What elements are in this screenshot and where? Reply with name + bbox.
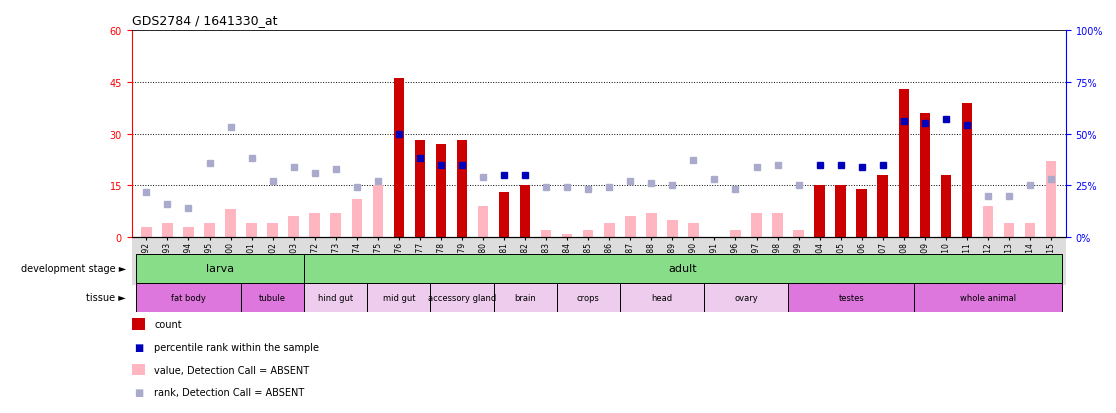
Bar xyxy=(898,90,910,237)
Bar xyxy=(352,199,362,237)
Bar xyxy=(541,230,551,237)
Bar xyxy=(247,224,257,237)
Text: GDS2784 / 1641330_at: GDS2784 / 1641330_at xyxy=(132,14,277,27)
Bar xyxy=(456,141,468,237)
Bar xyxy=(288,217,299,237)
Bar xyxy=(793,230,804,237)
Bar xyxy=(689,224,699,237)
Bar xyxy=(962,103,972,237)
Text: mid gut: mid gut xyxy=(383,293,415,302)
Bar xyxy=(583,230,594,237)
Text: value, Detection Call = ABSENT: value, Detection Call = ABSENT xyxy=(154,365,309,375)
Bar xyxy=(730,230,741,237)
Bar xyxy=(646,214,656,237)
Text: larva: larva xyxy=(206,263,234,273)
Bar xyxy=(619,283,704,312)
Bar xyxy=(394,79,404,237)
Text: ■: ■ xyxy=(134,342,143,352)
Text: adult: adult xyxy=(668,263,698,273)
Bar xyxy=(499,193,509,237)
Text: hind gut: hind gut xyxy=(318,293,354,302)
Text: rank, Detection Call = ABSENT: rank, Detection Call = ABSENT xyxy=(154,387,305,397)
Bar xyxy=(983,206,993,237)
Bar xyxy=(704,283,788,312)
Text: tubule: tubule xyxy=(259,293,286,302)
Bar xyxy=(667,220,677,237)
Bar xyxy=(431,283,493,312)
Text: tissue ►: tissue ► xyxy=(86,292,126,302)
Bar xyxy=(836,186,846,237)
Bar xyxy=(373,186,383,237)
Bar xyxy=(625,217,635,237)
Text: percentile rank within the sample: percentile rank within the sample xyxy=(154,342,319,352)
Bar xyxy=(557,283,619,312)
Text: ovary: ovary xyxy=(734,293,758,302)
Bar xyxy=(1024,224,1036,237)
Bar xyxy=(788,283,914,312)
Bar xyxy=(604,224,615,237)
Bar xyxy=(305,283,367,312)
Bar xyxy=(856,189,867,237)
Bar xyxy=(435,145,446,237)
Bar xyxy=(877,176,888,237)
Bar xyxy=(305,254,1061,283)
Text: testes: testes xyxy=(838,293,864,302)
Text: count: count xyxy=(154,319,182,329)
Bar xyxy=(309,214,320,237)
Bar xyxy=(241,283,305,312)
Text: head: head xyxy=(652,293,673,302)
Text: whole animal: whole animal xyxy=(960,293,1016,302)
Bar xyxy=(751,214,762,237)
Bar xyxy=(772,214,782,237)
Bar xyxy=(225,210,235,237)
Bar xyxy=(415,141,425,237)
Text: development stage ►: development stage ► xyxy=(21,263,126,273)
Bar xyxy=(1046,162,1057,237)
Bar xyxy=(562,234,573,237)
Bar xyxy=(815,186,825,237)
Bar xyxy=(920,114,930,237)
Bar xyxy=(162,224,173,237)
Bar xyxy=(268,224,278,237)
Bar xyxy=(136,283,241,312)
Text: brain: brain xyxy=(514,293,536,302)
Text: ■: ■ xyxy=(134,387,143,397)
Bar xyxy=(1003,224,1014,237)
Bar xyxy=(136,254,305,283)
Bar xyxy=(183,227,194,237)
Bar xyxy=(204,224,214,237)
Text: crops: crops xyxy=(577,293,599,302)
Bar xyxy=(478,206,489,237)
Bar xyxy=(941,176,951,237)
Bar xyxy=(520,186,530,237)
Bar xyxy=(330,214,341,237)
Bar xyxy=(493,283,557,312)
Bar xyxy=(367,283,431,312)
Text: accessory gland: accessory gland xyxy=(427,293,497,302)
Text: fat body: fat body xyxy=(171,293,206,302)
Bar xyxy=(141,227,152,237)
Bar xyxy=(914,283,1061,312)
